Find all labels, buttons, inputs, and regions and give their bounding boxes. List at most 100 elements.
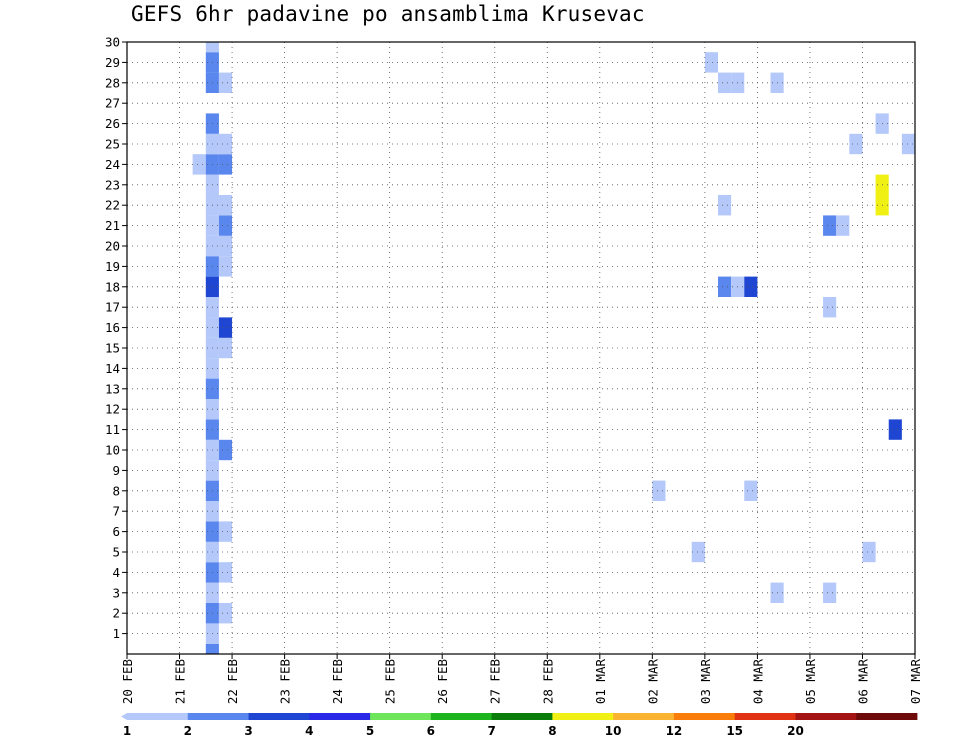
x-tick-label: 05 MAR xyxy=(803,659,818,705)
precip-cell xyxy=(218,521,233,542)
precip-cell xyxy=(205,42,219,53)
precip-cell xyxy=(218,72,233,93)
cells-layer xyxy=(192,42,915,654)
precip-cell xyxy=(218,256,233,277)
y-tick-label: 24 xyxy=(105,157,120,172)
colorbar-swatch xyxy=(613,713,675,720)
y-tick-label: 27 xyxy=(105,96,120,111)
colorbar-label: 5 xyxy=(366,724,374,738)
y-tick-label: 25 xyxy=(105,137,120,152)
y-tick-label: 28 xyxy=(105,75,120,90)
colorbar-swatch xyxy=(734,713,796,720)
y-tick-label: 23 xyxy=(105,177,120,192)
colorbar-label: 15 xyxy=(726,724,743,738)
y-tick-label: 10 xyxy=(105,443,120,458)
y-tick-label: 21 xyxy=(105,218,120,233)
precip-cell xyxy=(718,195,732,216)
colorbar-label: 12 xyxy=(666,724,683,738)
chart-title: GEFS 6hr padavine po ansamblima Krusevac xyxy=(131,2,645,26)
x-tick-label: 06 MAR xyxy=(855,659,870,705)
y-tick-label: 19 xyxy=(105,259,120,274)
colorbar-swatch xyxy=(309,713,371,720)
y-tick-label: 13 xyxy=(105,381,120,396)
precip-cell xyxy=(744,276,758,297)
precip-cell xyxy=(218,154,233,175)
colorbar-swatch xyxy=(430,713,493,720)
colorbar-arrow-left xyxy=(121,713,127,720)
y-tick-label: 6 xyxy=(112,524,120,539)
y-tick-label: 9 xyxy=(112,463,120,478)
precip-cell xyxy=(218,562,233,583)
y-tick-label: 4 xyxy=(112,565,120,580)
y-tick-label: 2 xyxy=(112,606,120,621)
grid-layer xyxy=(127,42,915,654)
x-tick-label: 22 FEB xyxy=(225,659,240,704)
colorbar-label: 7 xyxy=(487,724,495,738)
precip-cell xyxy=(218,317,233,338)
y-tick-label: 3 xyxy=(112,585,120,600)
colorbar: 1 2 3 4 5 6 7 8 10 12 15 20 xyxy=(121,713,918,738)
colorbar-swatch xyxy=(552,713,614,720)
precip-cell xyxy=(218,235,233,257)
y-tick-label: 22 xyxy=(105,198,120,213)
precip-cell xyxy=(218,439,233,461)
x-tick-label: 28 FEB xyxy=(540,659,555,704)
colorbar-label: 20 xyxy=(787,724,804,738)
x-tick-label: 27 FEB xyxy=(488,659,503,704)
y-tick-label: 8 xyxy=(112,483,120,498)
x-tick-label: 26 FEB xyxy=(435,659,450,704)
y-tick-label: 14 xyxy=(105,361,120,376)
colorbar-swatch xyxy=(248,713,310,720)
y-tick-label: 16 xyxy=(105,320,120,335)
colorbar-swatch xyxy=(491,713,553,720)
precip-cell xyxy=(218,215,233,236)
precip-cell xyxy=(862,541,876,563)
precip-cell xyxy=(192,154,206,175)
y-tick-label: 17 xyxy=(105,300,120,315)
precip-cell xyxy=(218,133,233,155)
precip-cell xyxy=(218,603,233,624)
y-tick-label: 20 xyxy=(105,239,120,254)
y-axis: 1234567891011121314151617181920212223242… xyxy=(105,35,127,641)
colorbar-label: 8 xyxy=(548,724,556,738)
y-tick-label: 7 xyxy=(112,504,120,519)
precip-cell xyxy=(691,541,705,563)
colorbar-label: 10 xyxy=(605,724,622,738)
colorbar-label: 4 xyxy=(305,724,313,738)
y-tick-label: 11 xyxy=(105,422,120,437)
precip-cell xyxy=(823,297,837,318)
colorbar-label: 3 xyxy=(244,724,252,738)
y-tick-label: 29 xyxy=(105,55,120,70)
x-tick-label: 07 MAR xyxy=(908,659,923,705)
precip-cell xyxy=(704,52,718,73)
precip-cell xyxy=(823,582,837,603)
colorbar-swatch xyxy=(856,713,918,720)
x-tick-label: 25 FEB xyxy=(383,659,398,704)
y-tick-label: 26 xyxy=(105,116,120,131)
colorbar-swatch xyxy=(187,713,249,720)
x-axis: 20 FEB 21 FEB 22 FEB 23 FEB 24 FEB 25 FEB 26 F… xyxy=(120,654,923,704)
x-tick-label: 03 MAR xyxy=(698,659,713,705)
x-tick-label: 02 MAR xyxy=(645,659,660,705)
y-tick-label: 18 xyxy=(105,279,120,294)
colorbar-swatch xyxy=(673,713,736,720)
x-tick-label: 24 FEB xyxy=(330,659,345,704)
x-tick-label: 20 FEB xyxy=(120,659,135,704)
precip-cell xyxy=(744,480,758,501)
x-tick-label: 01 MAR xyxy=(593,659,608,705)
precip-cell xyxy=(218,195,233,216)
x-tick-label: 23 FEB xyxy=(278,659,293,704)
colorbar-swatch xyxy=(370,713,432,720)
x-tick-label: 21 FEB xyxy=(173,659,188,704)
precip-cell xyxy=(901,133,915,155)
precip-cell xyxy=(849,133,863,155)
y-tick-label: 5 xyxy=(112,545,120,560)
precip-cell xyxy=(718,72,732,93)
plot-frame xyxy=(126,41,916,655)
colorbar-label: 2 xyxy=(184,724,192,738)
y-tick-label: 15 xyxy=(105,341,120,356)
colorbar-swatch xyxy=(795,713,857,720)
x-tick-label: 04 MAR xyxy=(750,659,765,705)
precip-cell xyxy=(652,480,666,501)
